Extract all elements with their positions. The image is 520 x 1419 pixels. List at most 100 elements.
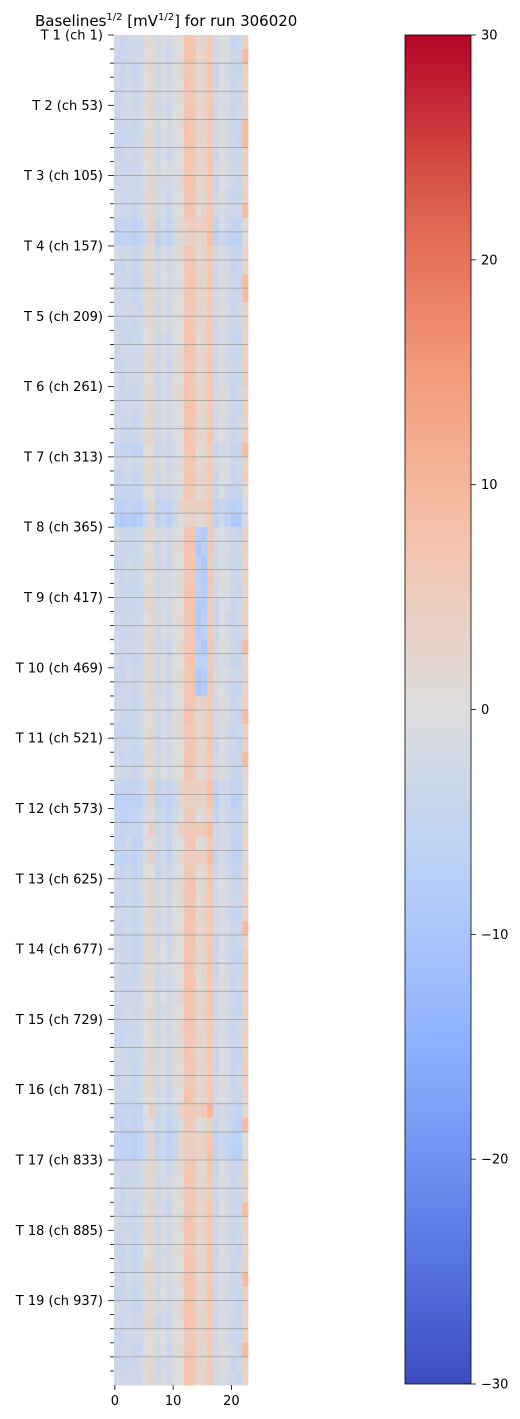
heatmap-cell xyxy=(195,1103,202,1119)
heatmap-cell xyxy=(114,695,121,711)
heatmap-cell xyxy=(213,386,220,402)
heatmap-cell xyxy=(236,1314,243,1330)
heatmap-cell xyxy=(125,1244,132,1259)
heatmap-cell xyxy=(160,1300,167,1316)
heatmap-cell xyxy=(114,597,121,612)
heatmap-cell xyxy=(224,906,231,922)
heatmap-cell xyxy=(143,878,150,894)
heatmap-cell xyxy=(178,470,185,486)
heatmap-cell xyxy=(119,105,127,120)
heatmap-cell xyxy=(154,780,162,795)
heatmap-cell xyxy=(114,1216,121,1231)
heatmap-cell xyxy=(125,963,132,978)
heatmap-cell xyxy=(207,1216,214,1231)
heatmap-cell xyxy=(143,1005,150,1020)
heatmap-cell xyxy=(178,1230,185,1245)
heatmap-cell xyxy=(213,217,220,233)
heatmap-cell xyxy=(131,203,138,219)
heatmap-cell xyxy=(189,245,196,261)
heatmap-cell xyxy=(213,695,220,711)
heatmap-cell xyxy=(195,105,202,120)
heatmap-cell xyxy=(183,878,191,894)
heatmap-cell xyxy=(201,372,208,387)
heatmap-cell xyxy=(178,963,185,978)
heatmap-cell xyxy=(119,372,127,387)
heatmap-cell xyxy=(224,597,231,612)
heatmap-cell xyxy=(154,1314,162,1330)
heatmap-cell xyxy=(242,780,249,795)
heatmap-cell xyxy=(242,597,249,612)
heatmap-cell xyxy=(201,1033,208,1048)
heatmap-cell xyxy=(172,583,179,598)
y-tick-label: T 5 (ch 209) xyxy=(23,310,103,325)
heatmap-cell xyxy=(213,1174,220,1189)
heatmap-cell xyxy=(242,892,249,908)
heatmap-cell xyxy=(119,850,127,866)
heatmap-cell xyxy=(230,977,237,992)
heatmap-cell xyxy=(114,1342,121,1358)
heatmap-cell xyxy=(242,1174,249,1189)
heatmap-cell xyxy=(189,1145,196,1161)
heatmap-cell xyxy=(195,1047,202,1062)
heatmap-cell xyxy=(236,1145,243,1161)
heatmap-cell xyxy=(131,217,138,233)
heatmap-cell xyxy=(242,822,249,837)
heatmap-cell xyxy=(119,1370,127,1386)
heatmap-cell xyxy=(195,878,202,894)
heatmap-cell xyxy=(224,836,231,852)
heatmap-cell xyxy=(119,161,127,177)
heatmap-cell xyxy=(154,119,162,134)
heatmap-cell xyxy=(160,667,167,683)
heatmap-cell xyxy=(125,302,132,317)
heatmap-cell xyxy=(183,667,191,683)
heatmap-cell xyxy=(119,639,127,655)
heatmap-cell xyxy=(236,203,243,219)
heatmap-cell xyxy=(148,695,156,711)
heatmap-cell xyxy=(230,1047,237,1062)
heatmap-cell xyxy=(172,766,179,781)
heatmap-cell xyxy=(131,1342,138,1358)
heatmap-cell xyxy=(143,822,150,837)
heatmap-cell xyxy=(183,119,191,134)
heatmap-cell xyxy=(195,133,202,148)
heatmap-cell xyxy=(189,1188,196,1203)
heatmap-cell xyxy=(236,1202,243,1217)
heatmap-cell xyxy=(236,63,243,78)
heatmap-cell xyxy=(148,920,156,936)
heatmap-cell xyxy=(236,710,243,725)
heatmap-cell xyxy=(207,77,214,92)
heatmap-cell xyxy=(166,161,173,177)
heatmap-cell xyxy=(114,49,121,64)
heatmap-cell xyxy=(154,217,162,233)
heatmap-cell xyxy=(154,935,162,950)
heatmap-cell xyxy=(183,963,191,978)
heatmap-cell xyxy=(178,1145,185,1161)
heatmap-cell xyxy=(178,850,185,866)
heatmap-cell xyxy=(131,470,138,486)
heatmap-cell xyxy=(131,850,138,866)
heatmap-cell xyxy=(119,344,127,359)
heatmap-cell xyxy=(242,1258,249,1273)
heatmap-cell xyxy=(114,147,121,162)
heatmap-cell xyxy=(236,766,243,781)
heatmap-cell xyxy=(119,1328,127,1344)
heatmap-cell xyxy=(178,1216,185,1231)
heatmap-cell xyxy=(218,935,226,950)
heatmap-cell xyxy=(218,288,226,303)
heatmap-cell xyxy=(213,119,220,134)
heatmap-cell xyxy=(114,1131,121,1147)
heatmap-cell xyxy=(119,175,127,191)
heatmap-cell xyxy=(119,1131,127,1147)
heatmap-cell xyxy=(178,653,185,669)
heatmap-cell xyxy=(178,414,185,430)
heatmap-cell xyxy=(213,667,220,683)
heatmap-cell xyxy=(125,1103,132,1119)
heatmap-cell xyxy=(143,1019,150,1034)
heatmap-cell xyxy=(207,808,214,823)
heatmap-cell xyxy=(224,1033,231,1048)
heatmap-cell xyxy=(114,527,121,542)
heatmap-cell xyxy=(131,977,138,992)
heatmap-cell xyxy=(213,724,220,739)
heatmap-cell xyxy=(131,231,138,247)
heatmap-cell xyxy=(213,302,220,317)
